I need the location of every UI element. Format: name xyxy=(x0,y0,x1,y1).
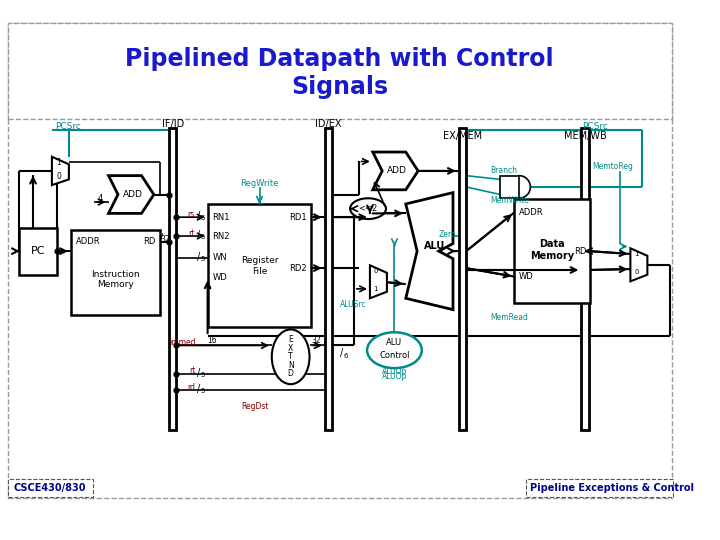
Text: immed: immed xyxy=(169,338,195,347)
Text: 16: 16 xyxy=(207,336,217,345)
Text: ALU: ALU xyxy=(423,241,445,252)
Polygon shape xyxy=(500,176,519,198)
Text: RN2: RN2 xyxy=(212,232,230,240)
Text: MemtoReg: MemtoReg xyxy=(593,161,634,171)
Text: 1: 1 xyxy=(57,158,61,167)
Text: 32: 32 xyxy=(311,336,321,345)
Text: rt: rt xyxy=(188,229,194,238)
Ellipse shape xyxy=(367,332,422,368)
Text: MemWrite: MemWrite xyxy=(491,195,530,205)
Text: RD2: RD2 xyxy=(289,264,307,273)
Text: EX/MEM: EX/MEM xyxy=(443,131,482,141)
FancyBboxPatch shape xyxy=(459,129,466,430)
Text: /: / xyxy=(160,233,163,243)
Text: 5: 5 xyxy=(201,234,205,240)
Text: T: T xyxy=(288,352,293,361)
Text: Pipeline Exceptions & Control: Pipeline Exceptions & Control xyxy=(531,483,694,493)
Text: Instruction: Instruction xyxy=(91,270,140,279)
Text: 0: 0 xyxy=(634,269,639,275)
Polygon shape xyxy=(406,193,453,309)
Text: X: X xyxy=(288,344,293,353)
Text: WN: WN xyxy=(212,253,227,262)
Ellipse shape xyxy=(350,198,386,219)
Text: Memory: Memory xyxy=(530,251,574,261)
Polygon shape xyxy=(52,157,69,185)
Text: Memory: Memory xyxy=(97,280,134,289)
Text: 32: 32 xyxy=(161,235,170,244)
Text: 5: 5 xyxy=(201,215,205,221)
Text: PCSrc: PCSrc xyxy=(55,122,81,131)
Ellipse shape xyxy=(271,329,310,384)
Text: D: D xyxy=(288,369,294,379)
FancyBboxPatch shape xyxy=(19,227,57,275)
Text: RegWrite: RegWrite xyxy=(240,179,279,188)
Text: 0: 0 xyxy=(57,172,61,181)
Text: WD: WD xyxy=(519,272,534,281)
Polygon shape xyxy=(109,176,154,213)
Text: 1: 1 xyxy=(374,286,378,292)
Text: 4: 4 xyxy=(97,194,103,203)
Text: Pipelined Datapath with Control
Signals: Pipelined Datapath with Control Signals xyxy=(125,47,554,99)
Text: RN1: RN1 xyxy=(212,213,230,221)
FancyBboxPatch shape xyxy=(581,129,589,430)
Text: ALUOp: ALUOp xyxy=(382,372,407,381)
Text: File: File xyxy=(252,267,267,276)
Text: MEM/WB: MEM/WB xyxy=(564,131,606,141)
FancyBboxPatch shape xyxy=(7,23,672,119)
Text: N: N xyxy=(288,361,294,370)
Text: 5: 5 xyxy=(201,255,205,262)
Text: ALUOp: ALUOp xyxy=(382,367,407,376)
Text: ID/EX: ID/EX xyxy=(315,119,342,129)
Text: /: / xyxy=(340,348,343,358)
FancyBboxPatch shape xyxy=(325,129,332,430)
Text: 5: 5 xyxy=(201,388,205,394)
Text: E: E xyxy=(288,335,293,345)
Text: ADD: ADD xyxy=(387,166,408,176)
Text: ALU: ALU xyxy=(387,338,402,347)
FancyBboxPatch shape xyxy=(169,129,176,430)
FancyBboxPatch shape xyxy=(71,231,161,315)
Text: 5: 5 xyxy=(201,372,205,378)
Text: Branch: Branch xyxy=(491,166,518,176)
Text: ADD: ADD xyxy=(123,190,143,199)
Text: rs: rs xyxy=(187,210,194,219)
Text: CSCE430/830: CSCE430/830 xyxy=(13,483,86,493)
Text: RD: RD xyxy=(575,247,587,255)
Text: Register: Register xyxy=(240,256,278,265)
FancyBboxPatch shape xyxy=(207,204,312,327)
Text: Control: Control xyxy=(379,352,410,360)
Text: /: / xyxy=(197,384,201,394)
FancyBboxPatch shape xyxy=(514,199,590,303)
Text: rd: rd xyxy=(187,382,195,392)
FancyBboxPatch shape xyxy=(526,478,673,497)
Text: /: / xyxy=(197,368,201,378)
Polygon shape xyxy=(631,248,647,281)
Text: RD: RD xyxy=(143,237,156,246)
Text: MemRead: MemRead xyxy=(491,313,528,322)
Text: 6: 6 xyxy=(343,353,348,359)
Text: /: / xyxy=(197,211,201,221)
Text: /: / xyxy=(197,252,201,262)
Text: IF/ID: IF/ID xyxy=(161,119,184,129)
FancyBboxPatch shape xyxy=(9,478,94,497)
Text: ADDR: ADDR xyxy=(76,237,100,246)
FancyBboxPatch shape xyxy=(7,23,672,498)
Text: ALUSrc: ALUSrc xyxy=(340,300,366,309)
Text: WD: WD xyxy=(212,273,227,282)
Text: 0: 0 xyxy=(374,268,378,274)
Text: rt: rt xyxy=(189,367,195,375)
Text: <<2: <<2 xyxy=(359,204,378,213)
Polygon shape xyxy=(373,152,418,190)
Text: PC: PC xyxy=(30,246,45,256)
Text: /: / xyxy=(197,230,201,240)
Text: Zero: Zero xyxy=(438,230,456,239)
Text: 1: 1 xyxy=(634,251,639,257)
Text: RegDst: RegDst xyxy=(241,402,269,411)
Text: PCSrc: PCSrc xyxy=(582,122,608,131)
Text: Data: Data xyxy=(539,239,565,248)
Text: ADDR: ADDR xyxy=(519,208,544,217)
Polygon shape xyxy=(370,265,387,298)
Text: RD1: RD1 xyxy=(289,213,307,221)
